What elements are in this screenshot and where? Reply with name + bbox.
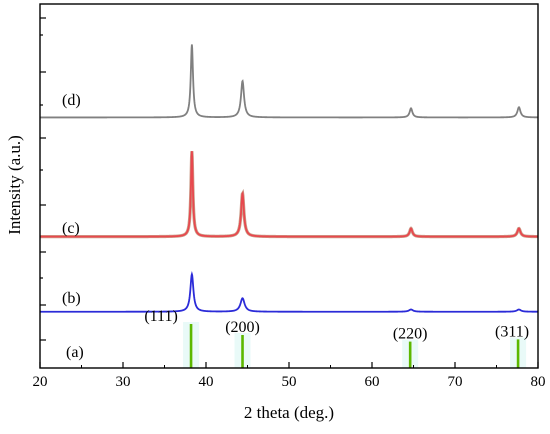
x-tick-label-0: 20: [33, 374, 48, 390]
x-axis-title: 2 theta (deg.): [244, 403, 334, 422]
hkl-label-2: (220): [393, 326, 428, 343]
x-tick-label-1: 30: [116, 374, 131, 390]
series-1-line: [40, 151, 538, 238]
plot-frame: [39, 3, 539, 369]
series-0-line: [40, 44, 538, 119]
hkl-label-3: (311): [495, 323, 529, 340]
x-tick-label-5: 70: [448, 374, 463, 390]
x-tick-label-2: 40: [199, 374, 214, 390]
series-2-label: (b): [62, 290, 81, 307]
axes: 20 30 40 50 60 70 80: [33, 3, 546, 390]
series-1-label: (c): [62, 220, 80, 237]
hkl-label-0: (111): [144, 308, 177, 325]
x-tick-label-3: 50: [282, 374, 297, 390]
x-tick-label-6: 80: [531, 374, 546, 390]
reference-label: (a): [66, 344, 84, 361]
hkl-label-1: (200): [225, 319, 260, 336]
y-axis-title: Intensity (a.u.): [5, 135, 24, 235]
series-layer: (d) (c) (b): [40, 44, 538, 313]
x-tick-label-4: 60: [365, 374, 380, 390]
series-1-shadow: [40, 151, 538, 239]
reference-pattern: (a) (111) (200) (220) (311): [66, 308, 529, 368]
series-0-label: (d): [62, 92, 81, 109]
series-2-line: [40, 271, 538, 313]
